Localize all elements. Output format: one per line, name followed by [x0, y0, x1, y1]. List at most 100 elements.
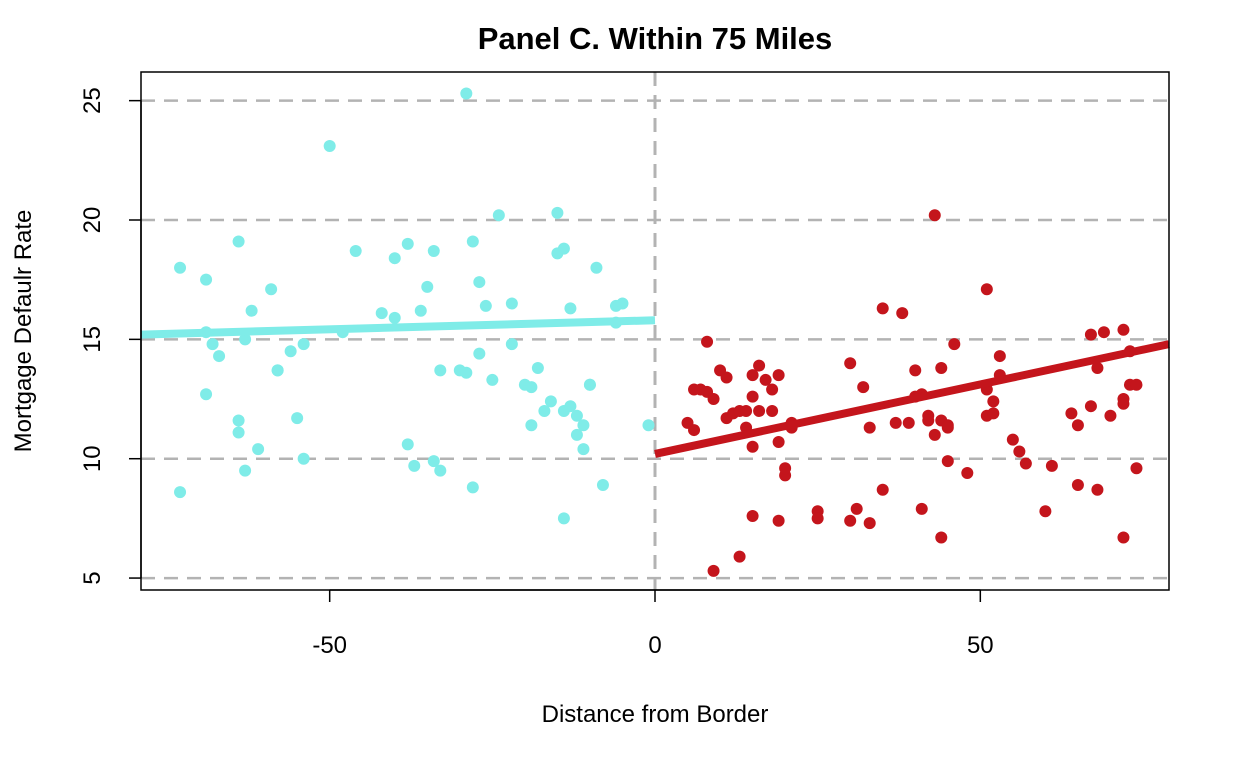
y-axis: 5 10 15 20 25 — [79, 87, 142, 585]
left-data-point — [434, 364, 447, 377]
right-data-point — [1084, 400, 1097, 413]
right-data-point — [1091, 483, 1104, 496]
right-data-point — [909, 364, 922, 377]
right-data-point — [688, 424, 701, 437]
left-data-point — [245, 304, 258, 317]
y-tick-label: 5 — [79, 571, 106, 584]
right-data-point — [1097, 326, 1110, 339]
left-data-point — [200, 388, 213, 401]
right-data-point — [779, 462, 792, 475]
left-data-point — [551, 206, 564, 219]
right-data-point — [987, 395, 1000, 408]
right-data-point — [1117, 531, 1130, 544]
left-data-point — [505, 338, 518, 351]
left-data-point — [232, 414, 245, 427]
left-data-point — [590, 261, 603, 274]
x-tick-label: 50 — [967, 632, 994, 659]
right-data-point — [1091, 362, 1104, 374]
left-data-point — [239, 464, 252, 477]
right-data-point — [720, 371, 733, 384]
left-data-point — [466, 235, 479, 248]
left-data-point — [434, 464, 447, 477]
left-data-point — [570, 428, 583, 441]
right-data-point — [772, 514, 785, 527]
right-data-point — [1117, 323, 1130, 336]
left-data-point — [570, 409, 583, 422]
right-data-point — [935, 362, 948, 374]
x-tick-label: -50 — [312, 632, 347, 659]
right-data-point — [707, 564, 720, 577]
left-data-point — [174, 486, 187, 499]
right-data-point — [746, 369, 759, 382]
y-tick-label: 20 — [79, 207, 106, 234]
left-data-point — [206, 338, 219, 351]
left-data-point — [544, 395, 557, 408]
left-series — [174, 87, 655, 525]
right-data-point — [863, 421, 876, 434]
left-data-point — [479, 299, 492, 312]
left-data-point — [642, 419, 655, 432]
right-data-point — [1117, 397, 1130, 410]
right-data-point — [746, 390, 759, 403]
right-data-point — [844, 514, 857, 527]
left-data-point — [388, 252, 401, 265]
left-data-point — [401, 438, 414, 451]
y-tick-label: 25 — [79, 87, 106, 114]
chart-title: Panel C. Within 75 Miles — [478, 21, 833, 56]
left-data-point — [596, 478, 609, 491]
right-data-point — [850, 502, 863, 515]
right-data-point — [759, 373, 772, 386]
right-data-point — [811, 512, 824, 525]
left-data-point — [557, 512, 570, 525]
y-tick-label: 15 — [79, 326, 106, 353]
right-data-point — [1130, 378, 1143, 391]
left-data-point — [349, 245, 362, 258]
left-data-point — [421, 280, 434, 293]
right-data-point — [1006, 433, 1019, 446]
x-tick-label: 0 — [648, 632, 661, 659]
right-data-point — [863, 517, 876, 530]
right-data-point — [1039, 505, 1052, 518]
left-data-point — [375, 307, 388, 320]
right-data-point — [746, 510, 759, 522]
left-data-point — [525, 381, 538, 394]
right-data-point — [941, 455, 954, 468]
right-data-point — [766, 404, 779, 417]
left-data-point — [252, 443, 265, 456]
left-data-point — [564, 302, 577, 315]
right-data-point — [915, 502, 928, 515]
right-data-point — [941, 419, 954, 432]
right-data-point — [987, 407, 1000, 420]
left-data-point — [265, 283, 278, 296]
left-data-point — [473, 347, 486, 360]
right-data-point — [993, 350, 1006, 363]
right-fit-line — [654, 340, 1170, 458]
right-data-point — [701, 335, 714, 348]
left-fit-line — [140, 316, 656, 339]
right-data-point — [1045, 459, 1058, 472]
left-data-point — [271, 364, 284, 377]
left-data-point — [297, 338, 310, 351]
left-data-point — [531, 362, 544, 374]
right-data-point — [1013, 445, 1026, 458]
right-data-point — [928, 428, 941, 441]
right-data-point — [746, 440, 759, 453]
right-data-point — [1071, 419, 1084, 432]
right-data-point — [948, 338, 961, 351]
right-data-point — [876, 302, 889, 315]
left-data-point — [401, 237, 414, 250]
right-data-point — [922, 414, 935, 427]
right-data-point — [844, 357, 857, 370]
left-data-point — [408, 459, 421, 472]
left-data-point — [557, 242, 570, 255]
right-series — [681, 209, 1143, 577]
left-data-point — [239, 333, 252, 346]
x-axis-label: Distance from Border — [542, 701, 769, 728]
right-data-point — [1084, 328, 1097, 341]
left-data-point — [460, 366, 473, 379]
left-data-point — [486, 373, 499, 386]
left-data-point — [291, 412, 304, 425]
left-data-point — [460, 87, 473, 100]
right-data-point — [1071, 478, 1084, 491]
